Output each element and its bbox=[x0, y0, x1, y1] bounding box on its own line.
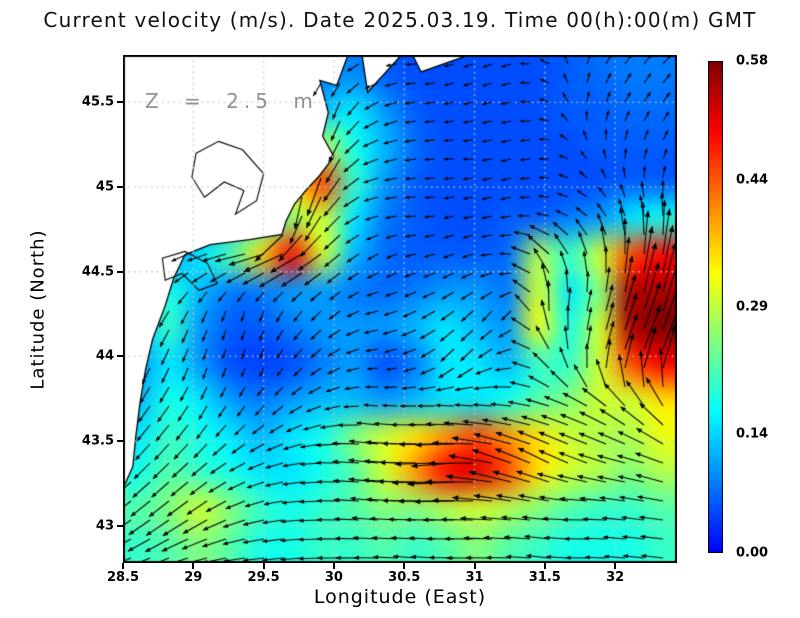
colorbar bbox=[708, 61, 723, 553]
y-tick-mark bbox=[117, 101, 123, 104]
colorbar-tick-label: 0.14 bbox=[736, 426, 769, 442]
colorbar-tick-label: 0.00 bbox=[736, 545, 769, 561]
y-tick-label: 43.5 bbox=[81, 433, 114, 449]
colorbar-tick-label: 0.29 bbox=[736, 299, 769, 315]
x-tick-label: 29 bbox=[184, 570, 203, 585]
x-tick-label: 31.5 bbox=[528, 570, 561, 585]
y-tick-label: 44.5 bbox=[81, 264, 114, 280]
x-tick-mark bbox=[192, 563, 195, 569]
x-tick-mark bbox=[403, 563, 406, 569]
colorbar-tick-label: 0.58 bbox=[736, 53, 769, 69]
x-tick-label: 30.5 bbox=[388, 570, 421, 585]
y-axis-title: Latitude (North) bbox=[27, 229, 49, 390]
x-tick-label: 30 bbox=[324, 570, 343, 585]
y-tick-label: 44 bbox=[95, 348, 114, 364]
x-axis-title: Longitude (East) bbox=[313, 586, 487, 608]
depth-annotation: Z = 2.5 m bbox=[145, 89, 318, 113]
plot-title: Current velocity (m/s). Date 2025.03.19.… bbox=[43, 8, 757, 32]
y-tick-mark bbox=[117, 440, 123, 443]
x-tick-mark bbox=[122, 563, 124, 569]
x-tick-mark bbox=[614, 563, 617, 569]
x-tick-mark bbox=[473, 563, 476, 569]
y-tick-mark bbox=[117, 186, 123, 189]
y-tick-label: 45 bbox=[95, 179, 114, 195]
y-tick-label: 43 bbox=[95, 518, 114, 534]
colorbar-tick-label: 0.44 bbox=[736, 172, 769, 188]
y-tick-label: 45.5 bbox=[81, 94, 114, 110]
x-tick-mark bbox=[543, 563, 546, 569]
y-tick-mark bbox=[117, 524, 123, 527]
x-tick-label: 32 bbox=[606, 570, 625, 585]
x-tick-label: 31 bbox=[465, 570, 484, 585]
x-tick-mark bbox=[262, 563, 265, 569]
y-tick-mark bbox=[117, 270, 123, 273]
velocity-heatmap-canvas bbox=[123, 55, 677, 563]
x-tick-mark bbox=[332, 563, 335, 569]
y-tick-mark bbox=[117, 355, 123, 358]
x-tick-label: 28.5 bbox=[106, 570, 140, 585]
map-plot-area: Z = 2.5 m bbox=[123, 55, 677, 563]
x-tick-label: 29.5 bbox=[247, 570, 280, 585]
